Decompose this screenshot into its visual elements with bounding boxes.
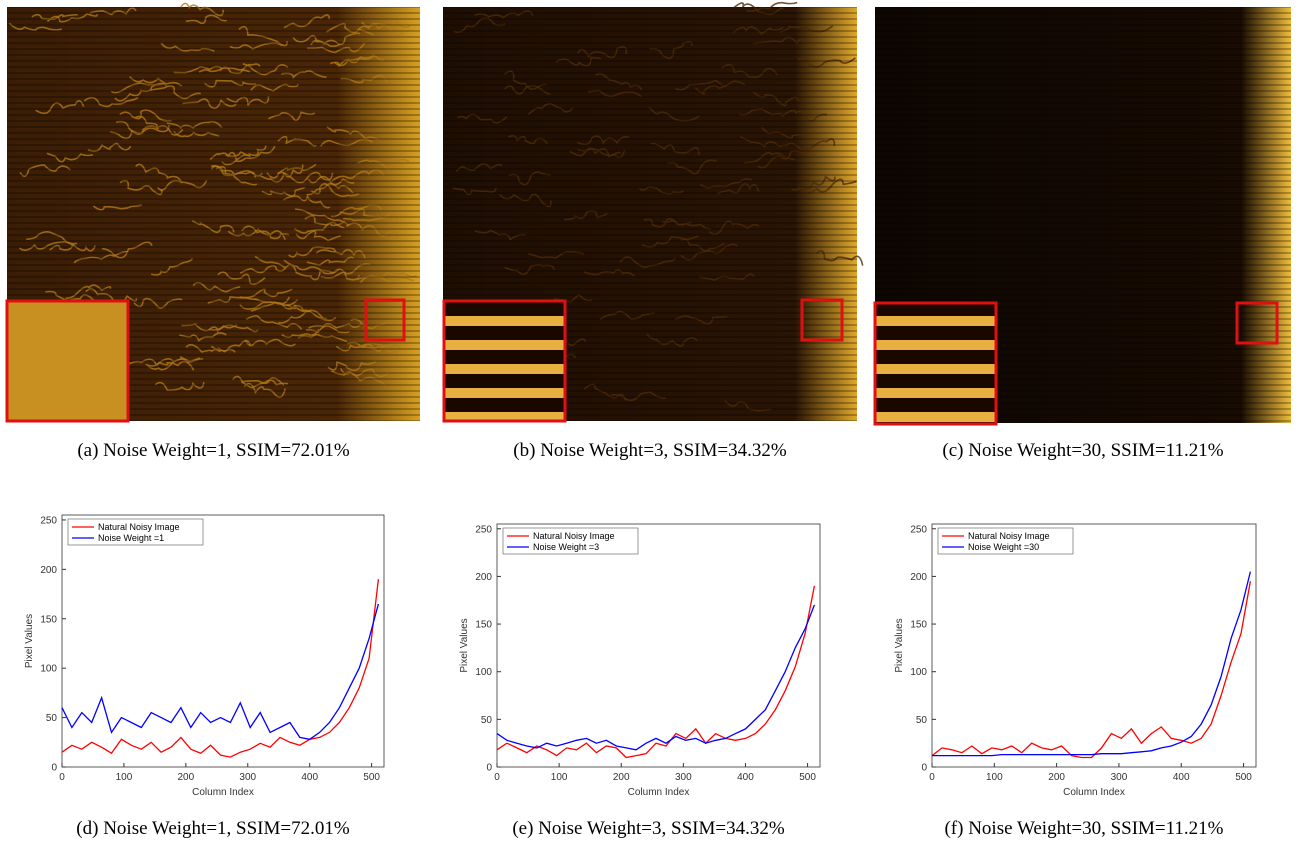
series-line: [61, 579, 380, 758]
x-tick-label: 200: [1048, 772, 1065, 783]
legend-label: Noise Weight =30: [968, 542, 1039, 552]
series-line: [61, 603, 380, 740]
x-tick-label: 500: [799, 772, 816, 783]
legend: [67, 518, 204, 546]
y-tick-label: 150: [40, 614, 57, 625]
x-tick-label: 300: [239, 772, 256, 783]
y-axis-label: Pixel Values: [24, 614, 35, 668]
image-panel: (b) Noise Weight=3, SSIM=34.32%: [442, 1, 864, 461]
x-tick-label: 0: [494, 772, 500, 783]
y-tick-label: 100: [910, 667, 927, 678]
caption: (f) Noise Weight=30, SSIM=11.21%: [944, 818, 1223, 839]
caption: (a) Noise Weight=1, SSIM=72.01%: [77, 440, 350, 461]
y-axis-label: Pixel Values: [459, 618, 470, 672]
caption: (d) Noise Weight=1, SSIM=72.01%: [76, 818, 350, 839]
y-tick-label: 0: [51, 763, 57, 774]
x-tick-label: 0: [929, 772, 935, 783]
legend-label: Natural Noisy Image: [968, 531, 1050, 541]
y-tick-label: 200: [910, 572, 927, 583]
y-tick-label: 0: [921, 763, 927, 774]
caption: (b) Noise Weight=3, SSIM=34.32%: [513, 440, 787, 461]
x-tick-label: 500: [1235, 772, 1252, 783]
chart: 0 100 200 300 400 500 0 50 100 150 200 250 Column In…: [894, 523, 1257, 839]
x-axis-label: Column Index: [628, 787, 690, 798]
x-tick-label: 200: [613, 772, 630, 783]
x-tick-label: 100: [986, 772, 1003, 783]
y-tick-label: 200: [40, 565, 57, 576]
x-tick-label: 0: [59, 772, 65, 783]
zoom-box: [364, 298, 406, 342]
y-tick-label: 150: [475, 620, 492, 631]
x-tick-label: 500: [363, 772, 380, 783]
y-tick-label: 200: [475, 572, 492, 583]
y-tick-label: 250: [910, 524, 927, 535]
legend-label: Natural Noisy Image: [533, 531, 615, 541]
x-tick-label: 400: [301, 772, 318, 783]
series-line: [932, 571, 1252, 757]
y-tick-label: 50: [481, 715, 493, 726]
series-line: [496, 604, 816, 751]
y-tick-label: 250: [40, 515, 57, 526]
legend: [937, 527, 1074, 555]
zoom-inset: [442, 299, 567, 423]
x-tick-label: 400: [737, 772, 754, 783]
y-tick-label: 150: [910, 620, 927, 631]
zoom-inset: [873, 301, 998, 426]
x-tick-label: 100: [551, 772, 568, 783]
y-axis-label: Pixel Values: [894, 618, 905, 672]
x-tick-label: 400: [1173, 772, 1190, 783]
caption: (e) Noise Weight=3, SSIM=34.32%: [512, 818, 785, 839]
chart: 0 100 200 300 400 500 0 50 100 150 200 250 Column In…: [459, 523, 821, 839]
x-tick-label: 300: [1111, 772, 1128, 783]
x-tick-label: 300: [675, 772, 692, 783]
y-tick-label: 100: [40, 664, 57, 675]
image-panel: (c) Noise Weight=30, SSIM=11.21%: [873, 7, 1291, 461]
series-line: [496, 585, 816, 759]
series-line: [931, 581, 1252, 759]
zoom-box: [800, 298, 844, 342]
caption: (c) Noise Weight=30, SSIM=11.21%: [942, 440, 1223, 461]
chart: 0 100 200 300 400 500 0 50 100 150 200 250 Column In…: [24, 514, 385, 839]
legend-label: Natural Noisy Image: [98, 522, 180, 532]
x-axis-label: Column Index: [1063, 787, 1125, 798]
x-axis-label: Column Index: [192, 787, 254, 798]
y-tick-label: 0: [486, 763, 492, 774]
legend-label: Noise Weight =1: [98, 533, 164, 543]
plot-area: [61, 514, 385, 768]
x-tick-label: 100: [116, 772, 133, 783]
plot-area: [931, 523, 1257, 768]
legend: [502, 527, 639, 555]
y-tick-label: 250: [475, 524, 492, 535]
y-tick-label: 50: [916, 715, 928, 726]
image-panel: (a) Noise Weight=1, SSIM=72.01%: [5, 2, 420, 461]
legend-label: Noise Weight =3: [533, 542, 599, 552]
zoom-box: [1235, 301, 1279, 345]
x-tick-label: 200: [178, 772, 195, 783]
plot-area: [496, 523, 821, 768]
y-tick-label: 100: [475, 667, 492, 678]
y-tick-label: 50: [46, 713, 58, 724]
zoom-inset: [5, 299, 130, 423]
